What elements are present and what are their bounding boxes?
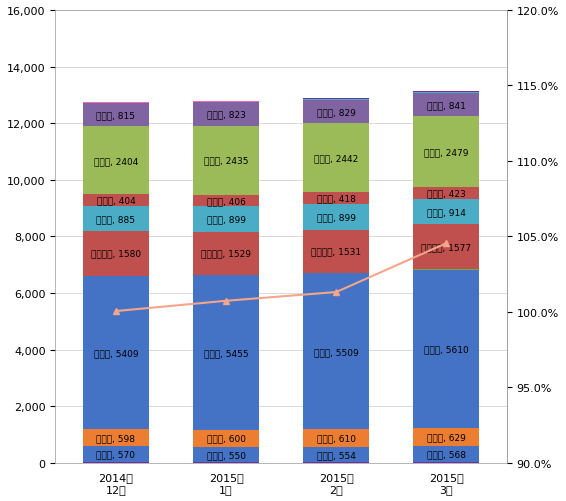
Text: 愛知県, 885: 愛知県, 885 bbox=[96, 214, 135, 223]
Text: 埼玉県, 554: 埼玉県, 554 bbox=[317, 450, 355, 459]
Bar bbox=[193, 126, 259, 195]
Bar bbox=[303, 447, 369, 462]
Text: 京都府, 418: 京都府, 418 bbox=[317, 194, 355, 203]
Text: 埼玉県, 550: 埼玉県, 550 bbox=[207, 450, 246, 459]
Text: 大阪府, 2442: 大阪府, 2442 bbox=[314, 154, 358, 163]
Bar bbox=[303, 124, 369, 193]
Text: 東京都, 5610: 東京都, 5610 bbox=[424, 345, 469, 354]
Bar bbox=[83, 446, 149, 462]
Bar bbox=[413, 94, 479, 117]
Bar bbox=[83, 127, 149, 195]
Text: 神奈川県, 1531: 神奈川県, 1531 bbox=[311, 247, 361, 256]
Bar bbox=[413, 187, 479, 199]
Bar bbox=[413, 270, 479, 428]
Bar bbox=[413, 428, 479, 446]
Bar bbox=[413, 225, 479, 270]
Bar bbox=[303, 274, 369, 429]
Bar bbox=[413, 93, 479, 94]
Text: 千葉県, 629: 千葉県, 629 bbox=[427, 433, 466, 442]
Text: 京都府, 423: 京都府, 423 bbox=[427, 189, 466, 198]
Bar bbox=[193, 430, 259, 447]
Bar bbox=[303, 100, 369, 101]
Bar bbox=[413, 446, 479, 462]
Bar bbox=[413, 199, 479, 225]
Bar bbox=[303, 205, 369, 230]
Bar bbox=[83, 429, 149, 446]
Text: 大阪府, 2435: 大阪府, 2435 bbox=[204, 156, 248, 165]
Bar bbox=[83, 231, 149, 276]
Text: 兵庫県, 815: 兵庫県, 815 bbox=[96, 111, 135, 120]
Text: 京都府, 406: 京都府, 406 bbox=[207, 196, 246, 205]
Text: 千葉県, 598: 千葉県, 598 bbox=[96, 433, 135, 442]
Text: 千葉県, 600: 千葉県, 600 bbox=[207, 434, 246, 443]
Bar bbox=[83, 104, 149, 127]
Bar bbox=[83, 195, 149, 206]
Bar bbox=[303, 193, 369, 205]
Bar bbox=[193, 207, 259, 232]
Bar bbox=[83, 206, 149, 231]
Bar bbox=[303, 101, 369, 124]
Text: 大阪府, 2479: 大阪府, 2479 bbox=[424, 148, 469, 157]
Text: 愛知県, 914: 愛知県, 914 bbox=[427, 207, 466, 216]
Text: 大阪府, 2404: 大阪府, 2404 bbox=[94, 157, 138, 165]
Bar bbox=[193, 232, 259, 275]
Text: 兵庫県, 829: 兵庫県, 829 bbox=[317, 108, 355, 117]
Bar bbox=[193, 195, 259, 207]
Bar bbox=[303, 230, 369, 274]
Bar bbox=[413, 117, 479, 187]
Text: 神奈川県, 1529: 神奈川県, 1529 bbox=[201, 249, 251, 258]
Bar bbox=[83, 103, 149, 104]
Text: 東京都, 5455: 東京都, 5455 bbox=[204, 348, 248, 357]
Text: 愛知県, 899: 愛知県, 899 bbox=[207, 215, 246, 224]
Bar bbox=[303, 99, 369, 100]
Bar bbox=[83, 277, 149, 429]
Bar bbox=[413, 92, 479, 93]
Text: 東京都, 5509: 東京都, 5509 bbox=[314, 347, 359, 356]
Text: 埼玉県, 570: 埼玉県, 570 bbox=[96, 450, 135, 459]
Text: 京都府, 404: 京都府, 404 bbox=[97, 196, 135, 205]
Text: 神奈川県, 1577: 神奈川県, 1577 bbox=[421, 243, 471, 252]
Bar bbox=[193, 276, 259, 430]
Text: 千葉県, 610: 千葉県, 610 bbox=[317, 433, 355, 442]
Text: 兵庫県, 823: 兵庫県, 823 bbox=[207, 110, 246, 119]
Text: 東京都, 5409: 東京都, 5409 bbox=[93, 348, 138, 357]
Text: 埼玉県, 568: 埼玉県, 568 bbox=[427, 450, 466, 459]
Bar bbox=[193, 447, 259, 462]
Bar bbox=[303, 429, 369, 447]
Text: 兵庫県, 841: 兵庫県, 841 bbox=[427, 101, 466, 110]
Text: 愛知県, 899: 愛知県, 899 bbox=[317, 213, 355, 222]
Bar bbox=[193, 103, 259, 126]
Text: 神奈川県, 1580: 神奈川県, 1580 bbox=[91, 249, 141, 258]
